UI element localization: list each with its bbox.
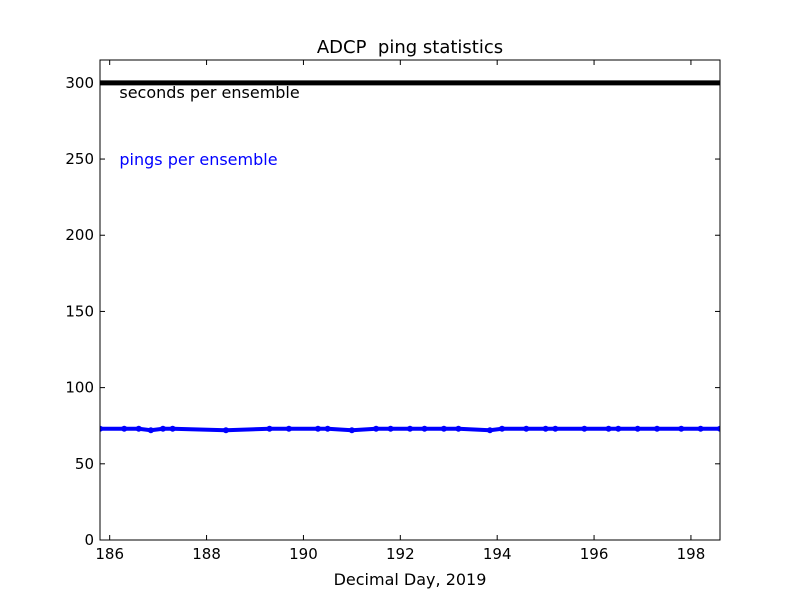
series-annotation: seconds per ensemble: [119, 83, 299, 102]
data-point: [387, 425, 394, 432]
series-annotation: pings per ensemble: [119, 150, 277, 169]
chart-title: ADCP ping statistics: [317, 37, 503, 58]
y-tick-label: 300: [65, 74, 94, 92]
data-point: [159, 425, 166, 432]
data-point: [266, 425, 273, 432]
x-tick-label: 198: [677, 545, 706, 563]
data-point: [373, 425, 380, 432]
data-point: [634, 425, 641, 432]
x-tick-label: 192: [386, 545, 415, 563]
data-point: [440, 425, 447, 432]
x-tick-label: 196: [580, 545, 609, 563]
x-tick-label: 186: [95, 545, 124, 563]
data-point: [455, 425, 462, 432]
data-point: [523, 425, 530, 432]
x-tick-label: 188: [192, 545, 221, 563]
data-point: [222, 427, 229, 434]
data-point: [654, 425, 661, 432]
data-point: [169, 425, 176, 432]
data-point: [121, 425, 128, 432]
plot-area: [100, 80, 720, 434]
data-point: [552, 425, 559, 432]
data-point: [542, 425, 549, 432]
y-tick-label: 0: [84, 531, 94, 549]
x-axis-label: Decimal Day, 2019: [334, 570, 487, 589]
data-point: [135, 425, 142, 432]
data-point: [717, 425, 720, 432]
data-point: [678, 425, 685, 432]
plot-frame: [99, 59, 721, 541]
y-tick-label: 200: [65, 226, 94, 244]
annotations: seconds per ensemble pings per ensemble: [119, 83, 299, 169]
data-point: [314, 425, 321, 432]
data-point: [285, 425, 292, 432]
data-point: [605, 425, 612, 432]
data-point: [499, 425, 506, 432]
y-tick-label: 150: [65, 302, 94, 320]
y-tick-label: 250: [65, 150, 94, 168]
axis-ticks: 186 188 190 192 194 196 198 0 50 100 150 200 250 300: [65, 60, 720, 563]
data-point: [100, 425, 103, 432]
data-point: [486, 427, 493, 434]
data-point: [324, 425, 331, 432]
data-point: [615, 425, 622, 432]
data-point: [147, 427, 154, 434]
data-point: [421, 425, 428, 432]
data-point: [697, 425, 704, 432]
y-tick-label: 50: [75, 455, 94, 473]
data-point: [348, 427, 355, 434]
x-tick-label: 190: [289, 545, 318, 563]
data-point: [581, 425, 588, 432]
x-tick-label: 194: [483, 545, 512, 563]
data-point: [407, 425, 413, 432]
y-tick-label: 100: [65, 379, 94, 397]
